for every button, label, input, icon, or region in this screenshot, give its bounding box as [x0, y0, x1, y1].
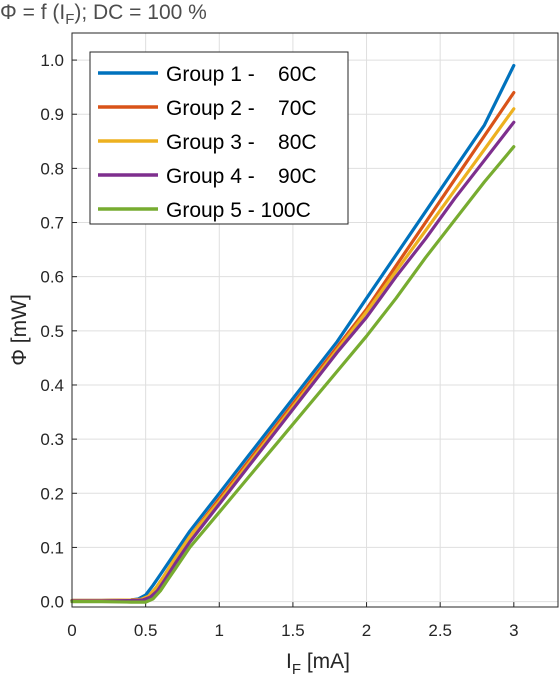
legend-label-group-4: Group 4 - 90C [166, 165, 317, 188]
chart-title-prefix: Φ = f (I [0, 1, 65, 24]
x-tick-label: 1 [215, 621, 224, 640]
y-tick-label: 0.2 [40, 484, 64, 503]
x-tick-labels: 0 0.5 1 1.5 2 2.5 3 [67, 621, 518, 640]
y-tick-label: 0.8 [40, 159, 64, 178]
y-tick-label: 0.0 [40, 593, 64, 612]
legend-label-group-2: Group 2 - 70C [166, 97, 317, 120]
x-tick-label: 0.5 [134, 621, 158, 640]
y-tick-labels: 0.0 0.1 0.2 0.3 0.4 0.5 0.6 0.7 0.8 0.9 1.0 [40, 51, 64, 612]
legend: Group 1 - 60C Group 2 - 70C Group 3 - 80C G… [89, 51, 349, 225]
legend-label-group-1: Group 1 - 60C [166, 63, 317, 86]
series-line-group-4 [70, 120, 516, 603]
x-tick-label: 0 [67, 621, 76, 640]
y-tick-label: 0.6 [40, 268, 64, 287]
x-tick-label: 2 [362, 621, 371, 640]
x-tick-label: 3 [509, 621, 518, 640]
series-line-group-5 [70, 145, 516, 604]
x-axis-label: IF [mA] [286, 650, 350, 678]
x-tick-label: 2.5 [428, 621, 452, 640]
series-layer [70, 63, 516, 604]
y-tick-label: 0.4 [40, 376, 64, 395]
y-tick-label: 0.3 [40, 430, 64, 449]
x-tick-label: 1.5 [281, 621, 305, 640]
legend-label-group-5: Group 5 - 100C [166, 199, 311, 222]
chart-title: Φ = f (IF); DC = 100 % [0, 1, 207, 28]
y-tick-label: 0.7 [40, 214, 64, 233]
y-tick-label: 0.1 [40, 538, 64, 557]
legend-box [89, 51, 349, 225]
chart-title-subscript: F [65, 11, 74, 28]
y-tick-label: 0.9 [40, 105, 64, 124]
y-tick-label: 1.0 [40, 51, 64, 70]
y-axis-label: Φ [mW] [8, 294, 31, 366]
x-axis-label-subscript: F [292, 661, 301, 678]
y-tick-label: 0.5 [40, 322, 64, 341]
plot-frame [71, 32, 559, 608]
chart-title-suffix: ); DC = 100 % [74, 1, 206, 24]
x-axis-label-rest: [mA] [301, 650, 350, 673]
x-axis-label-main: I [286, 650, 292, 673]
legend-label-group-3: Group 3 - 80C [166, 131, 317, 154]
